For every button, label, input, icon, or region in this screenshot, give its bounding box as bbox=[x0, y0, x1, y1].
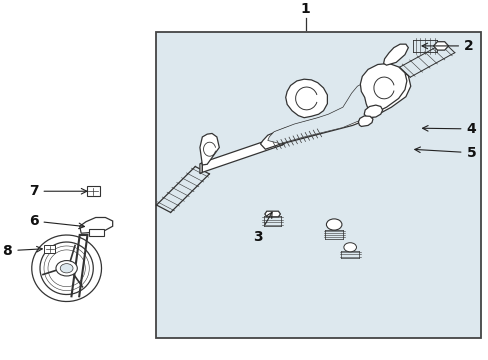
Polygon shape bbox=[267, 80, 390, 144]
Circle shape bbox=[343, 243, 356, 252]
Polygon shape bbox=[202, 135, 282, 172]
Polygon shape bbox=[200, 162, 202, 174]
Bar bbox=[86, 186, 100, 196]
Polygon shape bbox=[285, 79, 327, 118]
Polygon shape bbox=[80, 217, 112, 233]
Polygon shape bbox=[383, 44, 407, 65]
Polygon shape bbox=[32, 235, 102, 302]
Circle shape bbox=[60, 264, 73, 273]
Polygon shape bbox=[433, 42, 447, 50]
Text: 2: 2 bbox=[421, 39, 473, 53]
Text: 1: 1 bbox=[300, 2, 310, 16]
Circle shape bbox=[326, 219, 341, 230]
Text: 4: 4 bbox=[422, 122, 475, 136]
Polygon shape bbox=[364, 105, 382, 118]
Text: 5: 5 bbox=[414, 146, 475, 160]
Text: 8: 8 bbox=[2, 244, 42, 258]
Polygon shape bbox=[360, 63, 406, 114]
Text: 6: 6 bbox=[29, 214, 84, 229]
Polygon shape bbox=[358, 116, 372, 126]
Text: 7: 7 bbox=[29, 184, 87, 198]
Polygon shape bbox=[282, 134, 284, 145]
Bar bbox=[89, 229, 104, 236]
Text: 3: 3 bbox=[253, 212, 271, 244]
Polygon shape bbox=[264, 211, 280, 217]
Bar bbox=[44, 245, 55, 253]
Polygon shape bbox=[40, 242, 93, 294]
Polygon shape bbox=[200, 134, 219, 165]
Circle shape bbox=[56, 261, 77, 276]
Polygon shape bbox=[260, 69, 410, 149]
Bar bbox=[156, 32, 480, 338]
